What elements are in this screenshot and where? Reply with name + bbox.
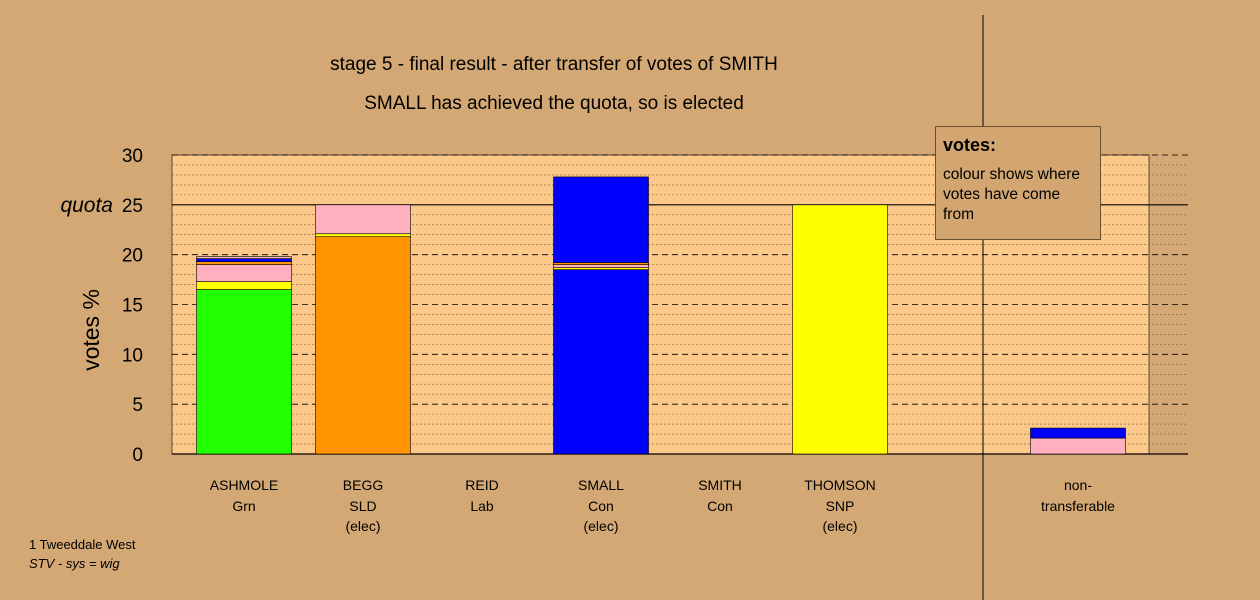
bar-segment (1030, 427, 1126, 439)
bar-segment (196, 261, 292, 265)
y-tick-label: 5 (132, 395, 143, 416)
candidate-label-reid: REID Lab (417, 475, 547, 516)
y-tick-label: 20 (122, 246, 143, 267)
nontransferable-line1: non- (1063, 477, 1093, 493)
chart-title: stage 5 - final result - after transfer … (330, 54, 778, 75)
system-label: STV - sys = wig (29, 556, 120, 571)
candidate-label-begg: BEGG SLD (elec) (298, 475, 428, 537)
candidate-label-smith: SMITH Con (655, 475, 785, 516)
bar-segment (315, 204, 411, 235)
candidate-status: (elec) (345, 518, 381, 534)
legend-title: votes: (943, 135, 997, 155)
candidate-status: (elec) (822, 518, 858, 534)
legend-box: votes: colour shows where votes have com… (935, 126, 1101, 240)
candidate-name: SMITH (698, 477, 742, 493)
y-tick-label: 0 (132, 445, 143, 466)
ward-label: 1 Tweeddale West (29, 537, 136, 552)
bar-segment (1030, 437, 1126, 455)
y-axis-title: votes % (78, 289, 104, 371)
y-tick-label: 10 (122, 345, 143, 366)
y-tick-label: 30 (122, 146, 143, 167)
candidate-party: SNP (825, 497, 855, 514)
bar-segment (196, 256, 292, 259)
chart-subtitle: SMALL has achieved the quota, so is elec… (364, 93, 744, 114)
candidate-name: SMALL (578, 477, 624, 493)
candidate-name: THOMSON (804, 477, 876, 493)
candidate-status: (elec) (583, 518, 619, 534)
bar-segment (553, 264, 649, 268)
bar-segment (196, 258, 292, 262)
candidate-party: Con (588, 497, 614, 514)
candidate-party: Grn (232, 497, 256, 514)
candidate-party: Con (707, 497, 733, 514)
candidate-label-ashmole: ASHMOLE Grn (179, 475, 309, 516)
y-tick-label: 25 (122, 196, 143, 217)
candidate-label-thomson: THOMSON SNP (elec) (775, 475, 905, 537)
nontransferable-label: non- transferable (1013, 475, 1143, 516)
bar-segment (315, 236, 411, 455)
bar-segment (196, 264, 292, 282)
bar-segment (196, 281, 292, 290)
candidate-name: ASHMOLE (209, 477, 279, 493)
candidate-party: SLD (349, 497, 377, 514)
candidate-name: BEGG (342, 477, 384, 493)
bar-segment (196, 289, 292, 455)
legend-text: colour shows where votes have come from (943, 166, 1080, 223)
bar-segment (553, 269, 649, 455)
candidate-party: Lab (470, 497, 494, 514)
bar-segment (315, 233, 411, 238)
bar-segment (553, 176, 649, 263)
candidate-name: REID (465, 477, 499, 493)
bar-segment (792, 204, 888, 455)
candidate-label-small: SMALL Con (elec) (536, 475, 666, 537)
y-tick-label: 15 (122, 296, 143, 317)
quota-label: quota (60, 194, 113, 217)
nontransferable-line2: transferable (1041, 497, 1115, 514)
